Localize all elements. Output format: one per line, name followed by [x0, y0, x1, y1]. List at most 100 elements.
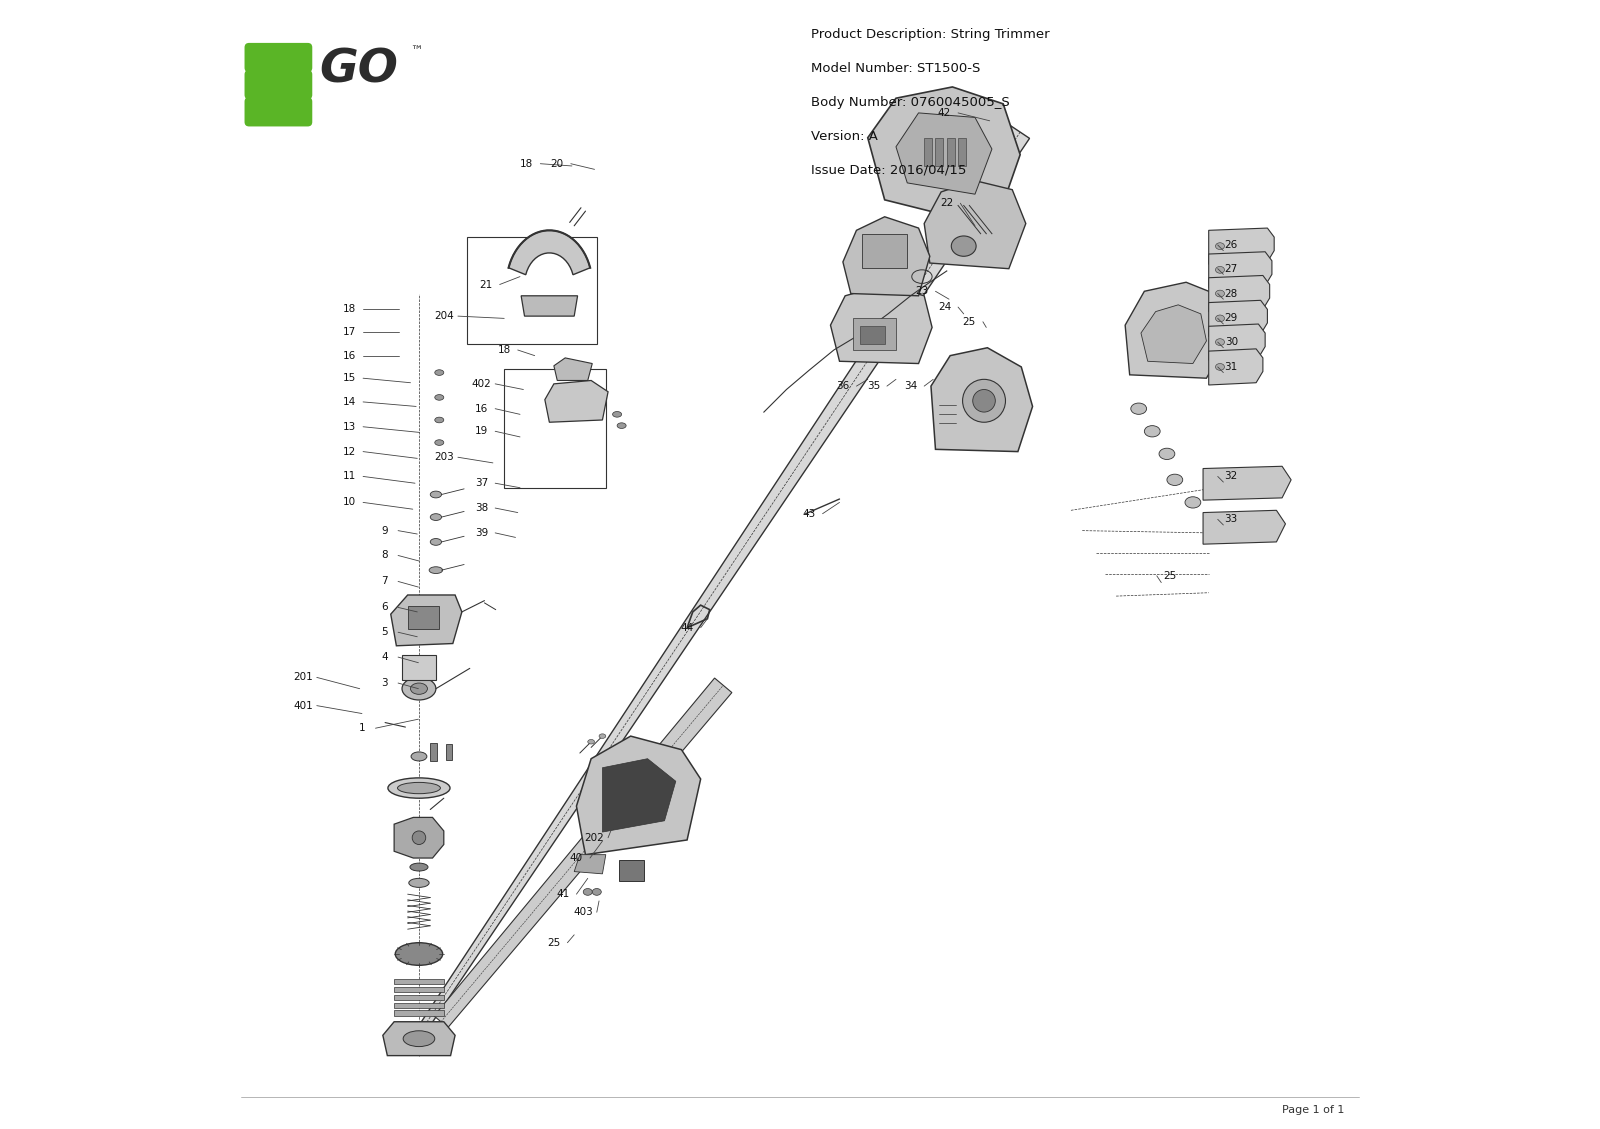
Text: 38: 38: [475, 504, 488, 513]
Ellipse shape: [435, 417, 443, 423]
Text: 40: 40: [570, 854, 582, 863]
Text: 21: 21: [480, 280, 493, 289]
Ellipse shape: [413, 831, 426, 844]
Ellipse shape: [1216, 290, 1224, 297]
Bar: [504, 369, 606, 488]
Ellipse shape: [1186, 497, 1200, 508]
Text: Body Number: 0760045005_S: Body Number: 0760045005_S: [811, 96, 1010, 110]
Polygon shape: [1208, 349, 1262, 385]
Ellipse shape: [429, 567, 443, 574]
Text: 15: 15: [342, 374, 357, 383]
Text: 6: 6: [381, 603, 387, 612]
Ellipse shape: [952, 236, 976, 256]
Bar: [408, 606, 440, 629]
Polygon shape: [843, 217, 930, 296]
Ellipse shape: [1216, 339, 1224, 345]
Bar: [402, 655, 435, 680]
Text: Issue Date: 2016/04/15: Issue Date: 2016/04/15: [811, 164, 966, 177]
Bar: [859, 326, 885, 344]
Ellipse shape: [397, 782, 440, 794]
Polygon shape: [925, 181, 1026, 269]
Text: 20: 20: [550, 159, 563, 168]
Ellipse shape: [973, 390, 995, 412]
Bar: [430, 743, 437, 761]
Polygon shape: [862, 234, 907, 268]
Text: 19: 19: [475, 427, 488, 436]
Polygon shape: [554, 358, 592, 380]
Text: 13: 13: [342, 422, 357, 431]
Ellipse shape: [435, 439, 443, 445]
Text: 8: 8: [381, 551, 387, 560]
Text: 25: 25: [963, 317, 976, 326]
Ellipse shape: [1144, 426, 1160, 437]
Text: 29: 29: [1224, 314, 1238, 323]
Bar: [619, 860, 645, 881]
Text: 201: 201: [293, 673, 314, 682]
Ellipse shape: [1158, 448, 1174, 460]
Polygon shape: [434, 679, 731, 1027]
Ellipse shape: [1216, 364, 1224, 370]
Text: 12: 12: [342, 447, 357, 456]
Bar: [925, 138, 933, 166]
Polygon shape: [1208, 324, 1266, 360]
Ellipse shape: [435, 369, 443, 375]
Text: 204: 204: [435, 312, 454, 321]
Polygon shape: [1203, 510, 1285, 544]
Polygon shape: [867, 87, 1021, 217]
Text: 402: 402: [472, 379, 491, 388]
Ellipse shape: [403, 1031, 435, 1047]
Polygon shape: [1208, 228, 1274, 264]
Text: 33: 33: [1224, 515, 1238, 524]
Polygon shape: [406, 125, 1029, 1049]
Text: 203: 203: [435, 453, 454, 462]
Ellipse shape: [430, 514, 442, 520]
Text: 7: 7: [381, 577, 387, 586]
Text: 202: 202: [584, 833, 605, 842]
Ellipse shape: [402, 677, 435, 700]
Text: 26: 26: [1224, 240, 1238, 250]
Text: Model Number: ST1500-S: Model Number: ST1500-S: [811, 62, 981, 76]
Polygon shape: [522, 296, 578, 316]
Text: 43: 43: [803, 509, 816, 518]
Polygon shape: [394, 817, 443, 858]
Text: 3: 3: [381, 679, 387, 688]
Bar: [853, 318, 896, 350]
Polygon shape: [576, 736, 701, 855]
Ellipse shape: [387, 778, 450, 798]
Bar: [936, 138, 944, 166]
Text: ™: ™: [411, 45, 422, 59]
Text: 37: 37: [475, 479, 488, 488]
Text: 44: 44: [680, 623, 694, 632]
Text: 36: 36: [837, 382, 850, 391]
Bar: [394, 1010, 443, 1016]
Ellipse shape: [410, 863, 427, 872]
Text: Version: A: Version: A: [811, 130, 878, 143]
Ellipse shape: [1216, 266, 1224, 273]
Bar: [394, 979, 443, 984]
Polygon shape: [1208, 300, 1267, 336]
Text: GO: GO: [318, 47, 398, 93]
Text: Page 1 of 1: Page 1 of 1: [1282, 1105, 1344, 1115]
Polygon shape: [1203, 466, 1291, 500]
Text: 9: 9: [381, 526, 387, 535]
Ellipse shape: [1216, 315, 1224, 322]
Polygon shape: [1141, 305, 1206, 364]
FancyBboxPatch shape: [245, 43, 312, 72]
Ellipse shape: [410, 878, 429, 887]
Bar: [394, 987, 443, 992]
Ellipse shape: [1216, 243, 1224, 250]
Text: 16: 16: [342, 351, 357, 360]
Text: 4: 4: [381, 653, 387, 662]
Text: 42: 42: [938, 108, 950, 117]
Polygon shape: [390, 595, 462, 646]
Text: 18: 18: [498, 345, 510, 355]
Ellipse shape: [1166, 474, 1182, 485]
Ellipse shape: [587, 739, 595, 744]
Ellipse shape: [613, 411, 622, 417]
Polygon shape: [382, 1022, 454, 1056]
Text: 23: 23: [915, 287, 928, 296]
Text: 1: 1: [358, 724, 365, 733]
Polygon shape: [896, 113, 992, 194]
Text: 25: 25: [1163, 571, 1178, 580]
Text: 25: 25: [547, 938, 560, 947]
